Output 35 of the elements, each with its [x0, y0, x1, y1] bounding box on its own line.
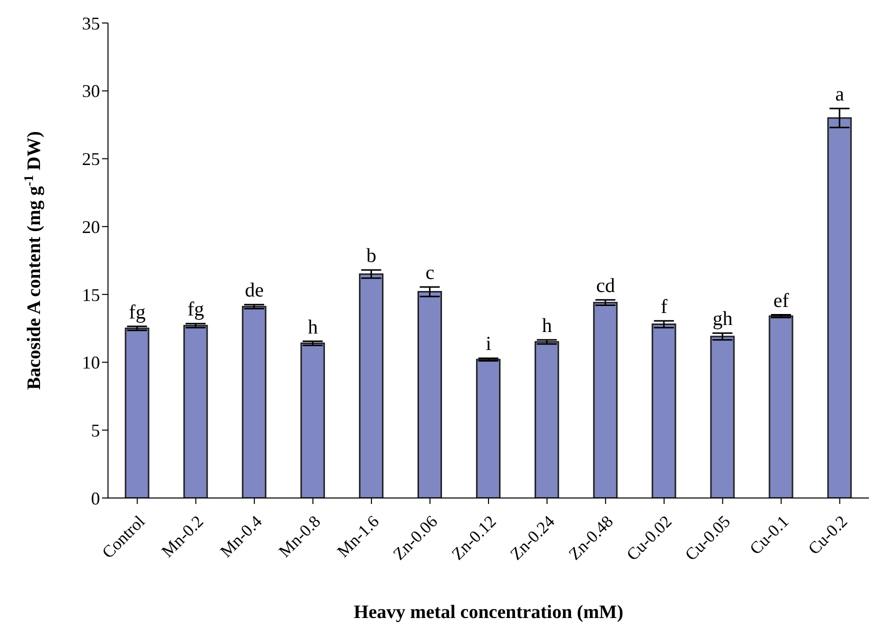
bar	[534, 341, 560, 498]
annotation: h	[542, 314, 552, 337]
bar	[358, 273, 384, 498]
bar	[827, 117, 852, 498]
annotation: gh	[712, 308, 733, 330]
annotation: fg	[128, 301, 146, 324]
y-tick-label: 10	[82, 352, 100, 373]
annotation: h	[308, 316, 318, 338]
bar	[242, 306, 266, 498]
y-tick-label: 15	[82, 284, 100, 305]
y-tick-label: 20	[82, 216, 100, 237]
annotation: fg	[187, 298, 204, 321]
annotation: c	[426, 262, 435, 284]
annotation: i	[486, 333, 492, 356]
annotation: a	[835, 84, 844, 106]
bar	[593, 302, 618, 498]
annotation: de	[244, 280, 264, 302]
bar	[418, 290, 442, 498]
bar	[710, 336, 735, 498]
bar	[183, 324, 208, 498]
y-tick-label: 5	[91, 420, 100, 441]
annotation: f	[660, 296, 668, 318]
bar	[300, 342, 325, 498]
bar	[124, 328, 150, 498]
x-axis-title: Heavy metal concentration (mM)	[354, 602, 624, 623]
bar	[768, 315, 794, 498]
y-tick-label: 35	[82, 13, 100, 34]
y-tick-label: 30	[82, 81, 100, 102]
y-tick-label: 0	[91, 488, 100, 508]
bar	[476, 358, 501, 498]
bar	[652, 324, 676, 498]
annotation: ef	[773, 290, 790, 312]
y-tick-label: 25	[82, 149, 100, 170]
annotation: b	[366, 245, 376, 267]
annotation: cd	[596, 274, 616, 297]
